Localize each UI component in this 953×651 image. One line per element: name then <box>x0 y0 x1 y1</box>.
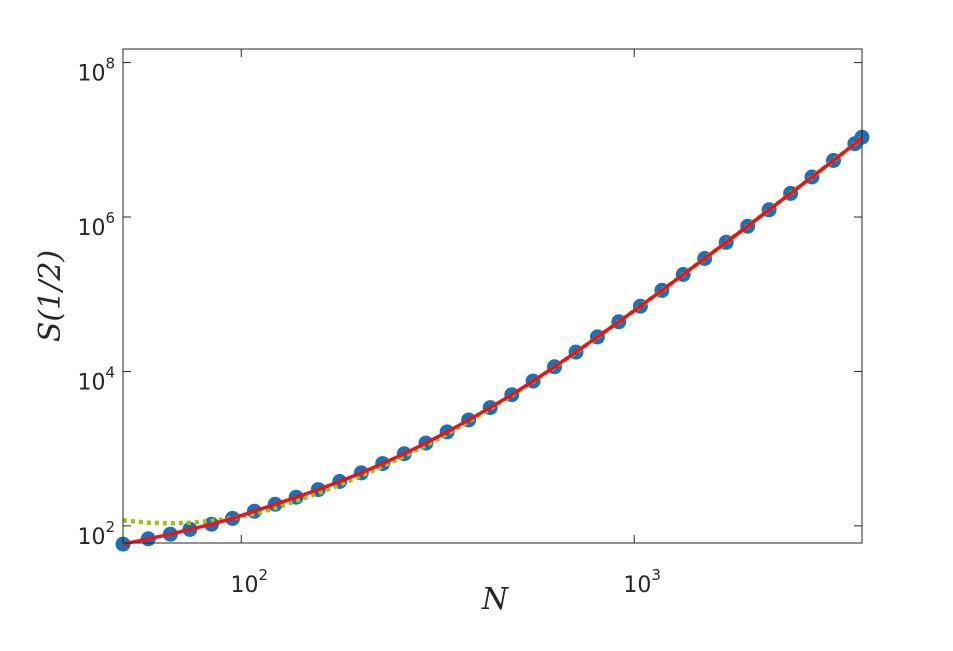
y-tick-label: 104 <box>77 363 115 395</box>
x-tick-label: 103 <box>623 566 661 598</box>
plot-frame <box>122 48 863 544</box>
y-tick-label-base: 10 <box>77 216 105 241</box>
x-tick-label: 102 <box>231 566 269 598</box>
y-tick-label-exponent: 6 <box>105 209 115 227</box>
x-tick-label-exponent: 2 <box>259 566 269 584</box>
y-tick-label-exponent: 8 <box>105 55 115 73</box>
y-tick-label-exponent: 2 <box>105 518 115 536</box>
y-tick-label-base: 10 <box>77 62 105 87</box>
y-tick-label: 108 <box>77 55 115 87</box>
y-axis-label: S(1/2) <box>33 250 68 342</box>
x-tick-label-exponent: 3 <box>651 566 661 584</box>
y-tick-label: 102 <box>77 518 115 550</box>
y-tick-label-base: 10 <box>77 370 105 395</box>
solid-fit-line <box>122 135 864 546</box>
y-tick-label-base: 10 <box>77 525 105 550</box>
x-tick-label-base: 10 <box>231 573 259 598</box>
series-layer <box>115 129 870 552</box>
x-tick-label-base: 10 <box>623 573 651 598</box>
y-tick-label-exponent: 4 <box>105 363 115 381</box>
y-tick-label: 106 <box>77 209 115 241</box>
x-axis-label: N <box>481 582 510 617</box>
plot-area-background <box>123 49 862 543</box>
